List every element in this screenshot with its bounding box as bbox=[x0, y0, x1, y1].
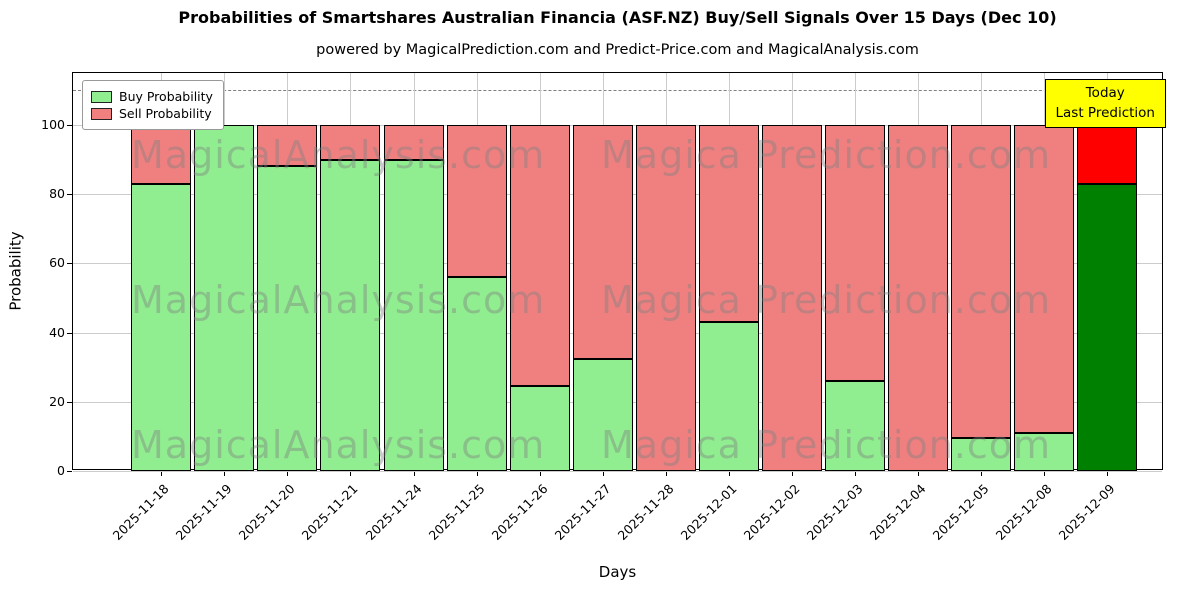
legend: Buy Probability Sell Probability bbox=[82, 80, 224, 130]
watermark-prediction: Magica Prediction.com bbox=[601, 133, 1052, 177]
bar-sell-segment bbox=[257, 124, 317, 167]
x-axis-label: Days bbox=[598, 563, 637, 581]
y-gridline bbox=[73, 471, 1162, 472]
y-axis-label: Probability bbox=[7, 231, 26, 311]
bar-buy-segment bbox=[825, 381, 885, 471]
bar-sell-segment bbox=[384, 124, 444, 160]
x-tick-mark bbox=[981, 471, 982, 476]
bar-sell-segment bbox=[510, 124, 570, 387]
x-tick-mark bbox=[603, 471, 604, 476]
y-tick-label: 100 bbox=[41, 116, 65, 132]
bar-sell-segment bbox=[1014, 124, 1074, 433]
bar-buy-segment bbox=[320, 159, 380, 471]
bar-buy-segment bbox=[1014, 432, 1074, 471]
y-tick-label: 40 bbox=[49, 324, 65, 340]
x-tick-mark bbox=[350, 471, 351, 476]
x-tick-mark bbox=[161, 471, 162, 476]
legend-item-buy: Buy Probability bbox=[91, 89, 213, 104]
y-tick-mark bbox=[67, 471, 72, 472]
bar-buy-segment bbox=[699, 322, 759, 471]
legend-item-sell: Sell Probability bbox=[91, 106, 213, 121]
legend-label-buy: Buy Probability bbox=[119, 89, 213, 104]
y-tick-label: 80 bbox=[49, 186, 65, 202]
bar-sell-segment bbox=[888, 124, 948, 471]
bar-sell-segment bbox=[131, 124, 191, 184]
bar-buy-segment bbox=[951, 438, 1011, 471]
y-tick-mark bbox=[67, 332, 72, 334]
today-annotation-line1: Today bbox=[1085, 85, 1125, 101]
bar-sell-segment bbox=[1077, 124, 1137, 184]
bar-sell-segment bbox=[699, 124, 759, 323]
watermark-prediction: Magica Prediction.com bbox=[601, 278, 1052, 322]
bar-sell-segment bbox=[951, 124, 1011, 439]
bar-buy-segment bbox=[384, 159, 444, 471]
bar-buy-segment bbox=[1077, 183, 1137, 471]
y-tick-mark bbox=[67, 124, 72, 126]
y-tick-label: 60 bbox=[49, 255, 65, 271]
x-tick-mark bbox=[792, 471, 793, 476]
y-tick-mark bbox=[67, 194, 72, 196]
bar-sell-segment bbox=[573, 124, 633, 359]
today-annotation: Today Last Prediction bbox=[1044, 79, 1166, 129]
bar-buy-segment bbox=[447, 277, 507, 471]
bar-sell-segment bbox=[825, 124, 885, 381]
bar-sell-segment bbox=[762, 124, 822, 471]
bar-buy-segment bbox=[194, 124, 254, 471]
bar-sell-segment bbox=[320, 124, 380, 160]
bar-buy-segment bbox=[257, 166, 317, 471]
bar-buy-segment bbox=[131, 183, 191, 471]
y-tick-label: 20 bbox=[49, 393, 65, 409]
x-tick-mark bbox=[918, 471, 919, 476]
x-tick-mark bbox=[729, 471, 730, 476]
x-tick-mark bbox=[1044, 471, 1045, 476]
chart-subtitle: powered by MagicalPrediction.com and Pre… bbox=[316, 42, 919, 58]
chart-title: Probabilities of Smartshares Australian … bbox=[178, 8, 1057, 27]
x-tick-mark bbox=[666, 471, 667, 476]
bar-sell-segment bbox=[636, 124, 696, 471]
watermark-analysis: MagicalAnalysis.com bbox=[131, 133, 546, 177]
watermark-prediction: Magica Prediction.com bbox=[601, 423, 1052, 467]
x-tick-mark bbox=[855, 471, 856, 476]
y-tick-mark bbox=[67, 263, 72, 265]
y-tick-mark bbox=[67, 401, 72, 403]
dashed-limit-line bbox=[73, 90, 1162, 92]
x-tick-mark bbox=[540, 471, 541, 476]
sell-probability-swatch bbox=[91, 107, 112, 120]
x-tick-mark bbox=[477, 471, 478, 476]
watermark-analysis: MagicalAnalysis.com bbox=[131, 278, 546, 322]
x-tick-mark bbox=[414, 471, 415, 476]
x-tick-mark bbox=[287, 471, 288, 476]
bar-sell-segment bbox=[447, 124, 507, 278]
bar-buy-segment bbox=[510, 386, 570, 471]
plot-area: Buy Probability Sell Probability Today L… bbox=[41, 72, 1166, 543]
x-tick-mark bbox=[1107, 471, 1108, 476]
y-tick-label: 0 bbox=[57, 463, 65, 478]
watermark-analysis: MagicalAnalysis.com bbox=[131, 423, 546, 467]
legend-label-sell: Sell Probability bbox=[119, 106, 212, 121]
bar-buy-segment bbox=[573, 358, 633, 471]
today-annotation-line2: Last Prediction bbox=[1055, 104, 1155, 121]
x-tick-mark bbox=[224, 471, 225, 476]
buy-probability-swatch bbox=[91, 90, 112, 103]
